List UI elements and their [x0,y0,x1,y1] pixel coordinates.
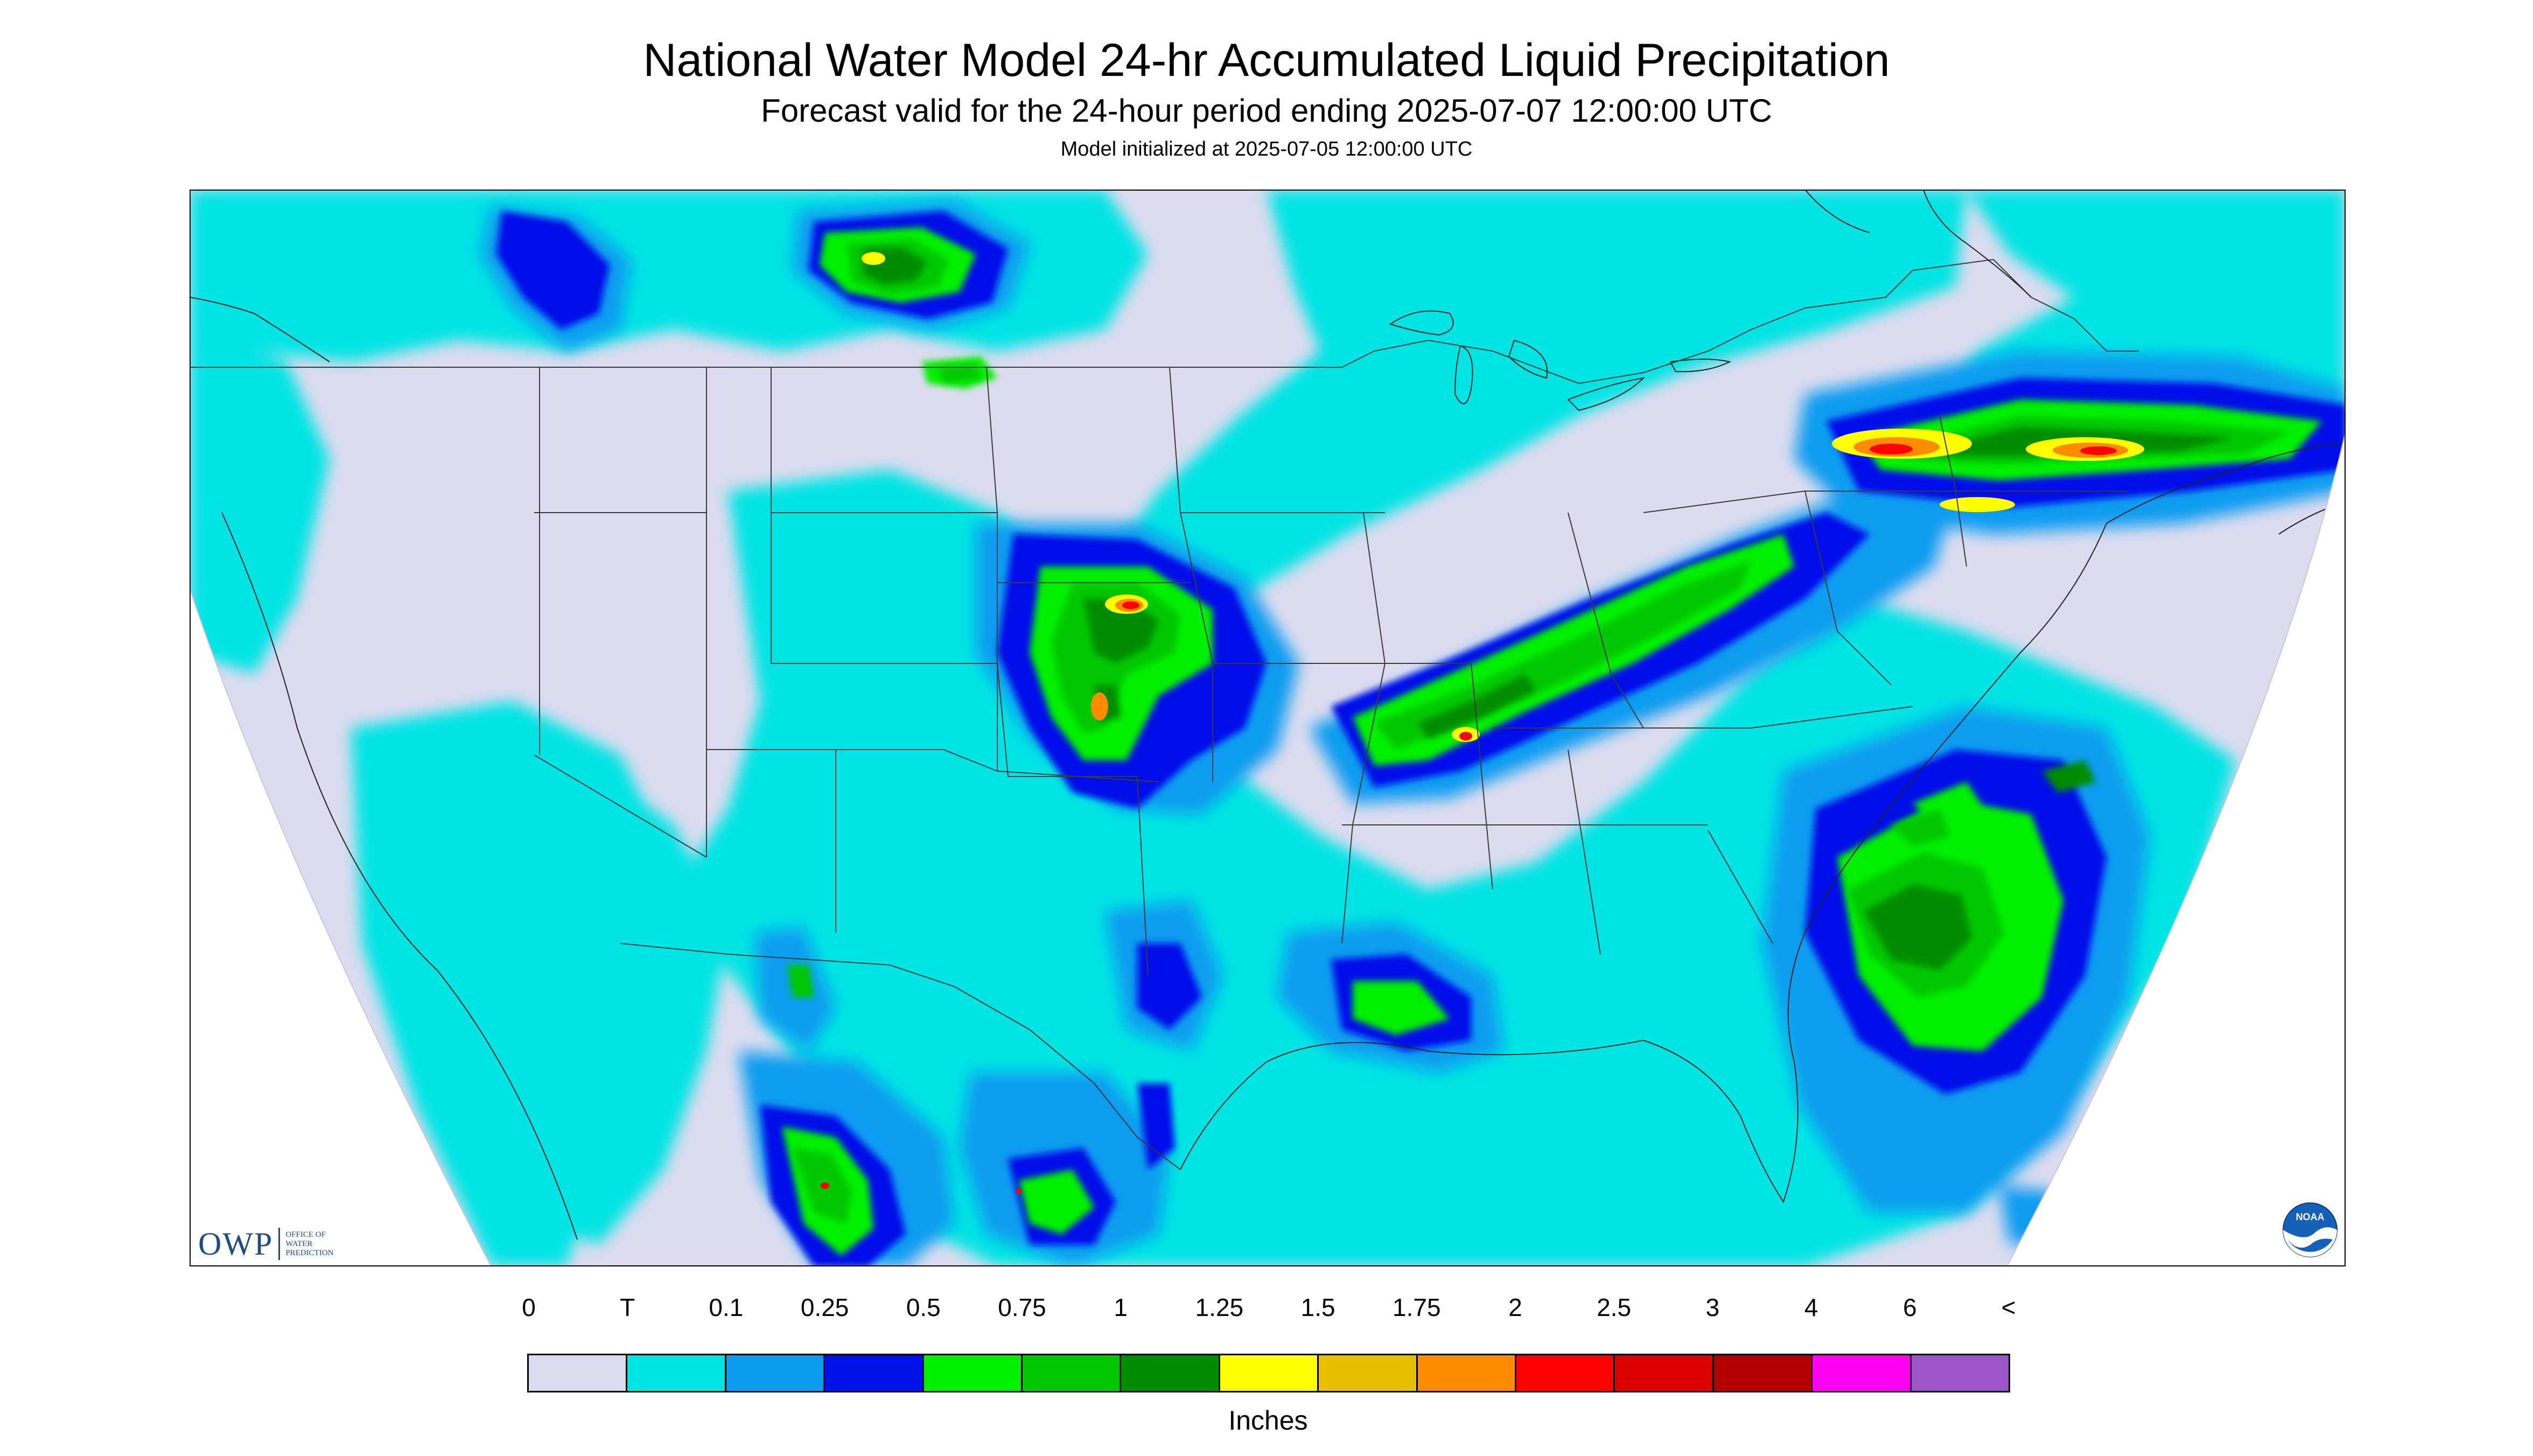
noaa-logo-text: NOAA [2296,1212,2325,1222]
legend-tick-label-10: 2 [1508,1293,1522,1321]
map-frame-border [190,190,2346,1266]
legend-tick-label-4: 0.5 [906,1293,941,1321]
legend-swatch-5 [1023,1355,1122,1391]
legend-swatch-7 [1220,1355,1319,1391]
precipitation-map [190,190,2346,1266]
map-title: National Water Model 24-hr Accumulated L… [643,34,1890,86]
model-domain-edge [190,431,2346,1266]
legend-tick-label-13: 4 [1804,1293,1818,1321]
lake-erie [1567,377,1645,411]
legend-swatch-10 [1516,1355,1615,1391]
lake-superior [1389,310,1454,336]
owp-logo-letters: OWP [198,1226,274,1262]
legend-tick-label-7: 1.25 [1195,1293,1244,1321]
owp-sub-line-1: OFFICE OF [285,1230,326,1239]
owp-logo-divider [278,1228,281,1260]
legend-tick-label-0: 0 [522,1293,536,1321]
owp-sub-line-2: WATER [285,1239,313,1248]
color-legend: 0 T 0.1 0.25 0.5 0.75 1 1.25 1.5 1.75 2 2.5 3 4 6 < [522,1292,2016,1400]
legend-tick-label-11: 2.5 [1597,1293,1632,1321]
title-block: National Water Model 24-hr Accumulated L… [0,32,2533,163]
legend-swatch-1 [627,1355,726,1391]
legend-swatch-11 [1615,1355,1714,1391]
legend-tick-label-6: 1 [1114,1293,1128,1321]
owp-logo-subtext: OFFICE OF WATER PREDICTION [285,1230,333,1258]
legend-tick-label-14: 6 [1903,1293,1917,1321]
legend-color-bar [527,1354,2010,1392]
lake-ontario [1669,359,1731,373]
legend-tick-label-9: 1.75 [1393,1293,1441,1321]
owp-sub-line-3: PREDICTION [285,1248,334,1257]
legend-swatch-14 [1911,1355,2009,1391]
legend-swatch-2 [726,1355,825,1391]
legend-tick-label-2: 0.1 [709,1293,744,1321]
legend-tick-label-15: < [2001,1293,2016,1321]
legend-swatch-0 [529,1355,628,1391]
precip-2-areas [821,444,2117,1194]
legend-swatch-8 [1319,1355,1418,1391]
owp-logo: OWP OFFICE OF WATER PREDICTION [198,1222,334,1265]
lake-michigan [1454,345,1473,404]
legend-swatch-13 [1813,1355,1912,1391]
legend-tick-label-12: 3 [1705,1293,1720,1321]
legend-swatch-6 [1121,1355,1220,1391]
noaa-logo-icon: NOAA [2283,1202,2338,1257]
legend-swatch-12 [1713,1355,1813,1391]
map-borders [190,258,2346,1240]
legend-swatch-9 [1417,1355,1517,1391]
legend-tick-label-5: 0.75 [998,1293,1046,1321]
map-subtitle: Forecast valid for the 24-hour period en… [761,93,1772,129]
legend-tick-label-3: 0.25 [800,1293,849,1321]
lake-huron [1508,339,1548,379]
map-svg [190,190,2346,1266]
legend-units-label: Inches [1228,1405,1308,1436]
legend-swatch-3 [825,1355,924,1391]
legend-swatch-4 [923,1355,1023,1391]
legend-tick-label-1: T [620,1293,635,1321]
precip-1-areas [863,247,2236,970]
model-init-line: Model initialized at 2025-07-05 12:00:00… [1060,138,1473,160]
legend-tick-label-8: 1.5 [1300,1293,1335,1321]
